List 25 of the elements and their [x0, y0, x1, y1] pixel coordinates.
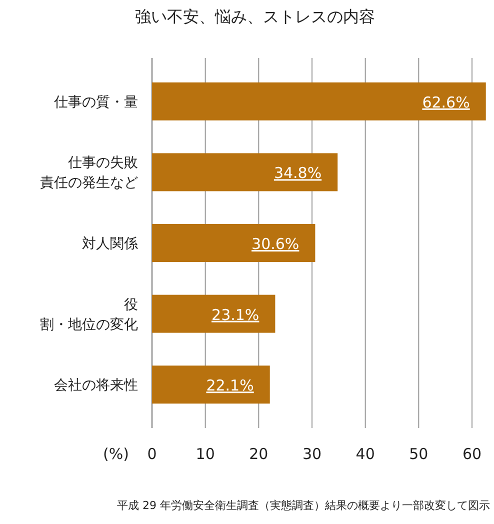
data-label: 30.6% [252, 235, 300, 253]
text: 平成 29 年労働安全衛生調査（実態調査）結果の概要より一部改変して図示 [117, 499, 490, 512]
bar [152, 153, 338, 192]
bar [152, 294, 276, 333]
y-tick-label: 役割・地位の変化 [40, 296, 138, 333]
x-tick-label: 20 [249, 445, 268, 463]
x-tick-label: 30 [302, 445, 322, 463]
data-label: 22.1% [206, 376, 254, 395]
bar [152, 366, 270, 404]
x-tick-label: 40 [356, 445, 375, 463]
chart-title: 強い不安、悩み、ストレスの内容 [135, 7, 375, 26]
y-tick-label: 仕事の質・量 [53, 94, 138, 110]
y-tick-label: 対人関係 [82, 236, 138, 252]
data-label: 34.8% [274, 164, 322, 182]
bar [152, 224, 316, 262]
y-tick-label: 仕事の失敗責任の発生など [40, 155, 138, 192]
x-axis-title: (%) [103, 445, 129, 463]
x-tick-label: 50 [409, 445, 428, 463]
x-tick-label: 10 [196, 445, 215, 463]
data-label: 23.1% [212, 306, 260, 324]
bar [152, 82, 486, 120]
y-tick-label: 会社の将来性 [54, 378, 138, 394]
data-label: 62.6% [422, 93, 470, 112]
x-tick-label: 60 [462, 445, 482, 463]
x-tick-label: 0 [147, 445, 157, 463]
